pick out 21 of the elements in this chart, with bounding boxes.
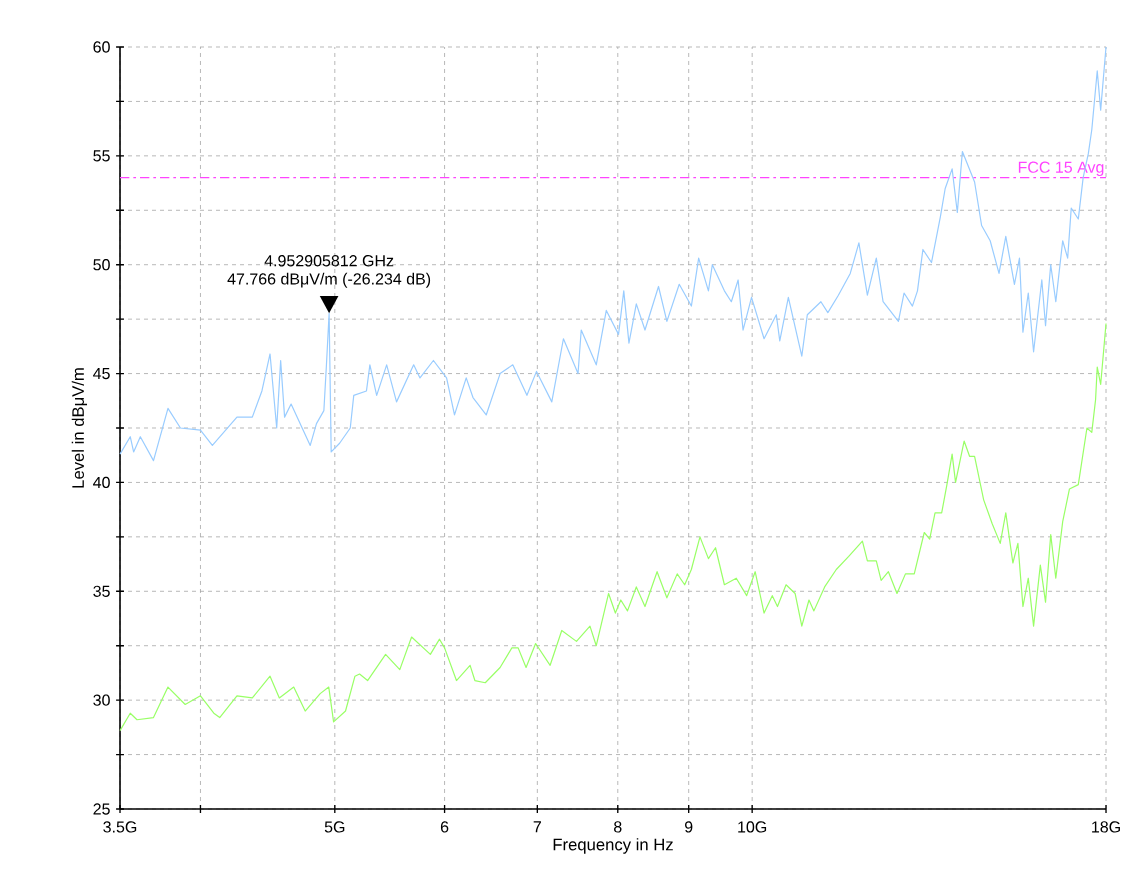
y-tick-label: 50 xyxy=(93,259,110,271)
x-tick-label: 6 xyxy=(440,821,449,833)
x-tick-label: 3.5G xyxy=(103,821,137,833)
ref-line-label: FCC 15 Avg xyxy=(1018,161,1104,177)
y-tick-label: 60 xyxy=(93,41,110,53)
x-tick-label: 8 xyxy=(614,821,622,833)
x-tick-label: 18G xyxy=(1092,821,1120,833)
annotation: 47.766 dBμV/m (-26.234 dB) xyxy=(227,272,431,288)
x-tick-label: 7 xyxy=(533,821,541,833)
x-tick-label: 5G xyxy=(324,821,345,833)
x-tick-label: 10G xyxy=(738,821,767,833)
x-tick-label: 9 xyxy=(685,821,693,833)
x-axis-title: Frequency in Hz xyxy=(553,838,673,854)
y-axis-title: Level in dBμV/m xyxy=(71,368,88,488)
y-tick-label: 55 xyxy=(93,150,110,162)
annotation: 4.952905812 GHz xyxy=(264,255,394,267)
y-tick-label: 30 xyxy=(93,694,110,706)
y-tick-label: 45 xyxy=(93,368,110,380)
y-tick-label: 40 xyxy=(93,476,110,489)
y-tick-label: 35 xyxy=(93,585,110,597)
y-tick-label: 25 xyxy=(93,803,110,815)
